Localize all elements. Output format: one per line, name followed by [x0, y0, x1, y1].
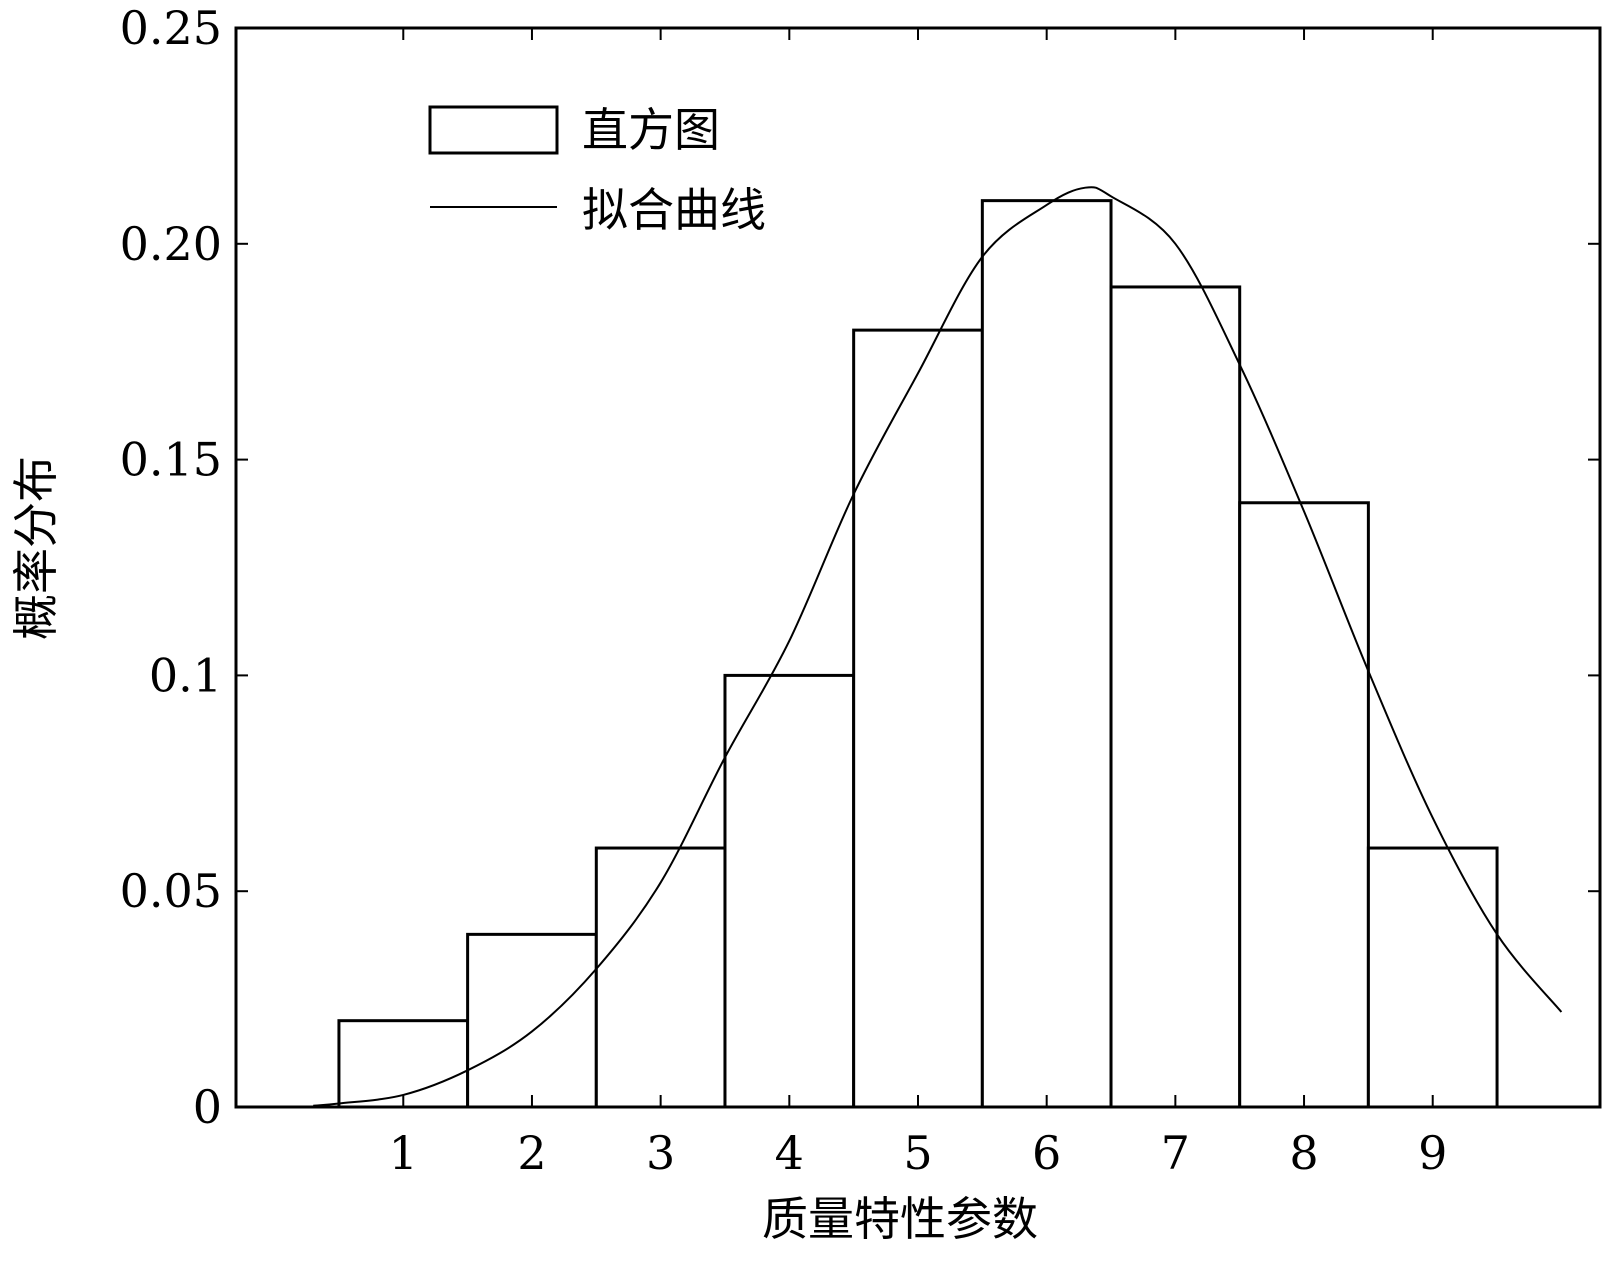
- x-tick-labels: 1 2 3 4 5 6 7 8 9: [389, 1126, 1448, 1180]
- x-tick-label: 4: [775, 1126, 804, 1180]
- legend-label-curve: 拟合曲线: [582, 183, 766, 237]
- y-tick-labels: 0 0.05 0.1 0.15 0.20 0.25: [120, 1, 222, 1134]
- histogram-bar: [980, 199, 1113, 1109]
- x-tick-label: 7: [1161, 1126, 1190, 1180]
- histogram-bar: [337, 1019, 470, 1109]
- histogram-bar: [466, 932, 598, 1109]
- axis-ticks: [236, 27, 1600, 1108]
- x-tick-label: 2: [517, 1126, 546, 1180]
- x-tick-label: 1: [389, 1126, 418, 1180]
- y-tick-label: 0: [193, 1080, 222, 1134]
- legend-swatch-histogram: [428, 105, 559, 155]
- histogram-bar: [1109, 285, 1242, 1109]
- x-tick-label: 6: [1032, 1126, 1061, 1180]
- y-tick-label: 0.1: [149, 648, 222, 702]
- histogram-bar: [723, 673, 856, 1109]
- x-tick-label: 8: [1289, 1126, 1318, 1180]
- y-tick-label: 0.15: [120, 433, 222, 487]
- y-axis-title: 概率分布: [9, 456, 63, 640]
- legend: 直方图 拟合曲线: [428, 103, 766, 237]
- histogram-bar: [1366, 846, 1499, 1109]
- histogram-bars: [337, 199, 1499, 1109]
- x-axis-title: 质量特性参数: [762, 1192, 1038, 1246]
- histogram-bar: [852, 328, 984, 1109]
- histogram-bar: [594, 846, 727, 1109]
- x-tick-label: 5: [903, 1126, 932, 1180]
- x-tick-label: 9: [1418, 1126, 1447, 1180]
- legend-label-histogram: 直方图: [582, 103, 720, 157]
- y-tick-label: 0.05: [120, 864, 222, 918]
- y-tick-label: 0.20: [120, 217, 222, 271]
- fit-curve-line: [313, 186, 1563, 1107]
- x-tick-label: 3: [646, 1126, 675, 1180]
- histogram-bar: [1238, 501, 1370, 1109]
- y-tick-label: 0.25: [120, 1, 222, 55]
